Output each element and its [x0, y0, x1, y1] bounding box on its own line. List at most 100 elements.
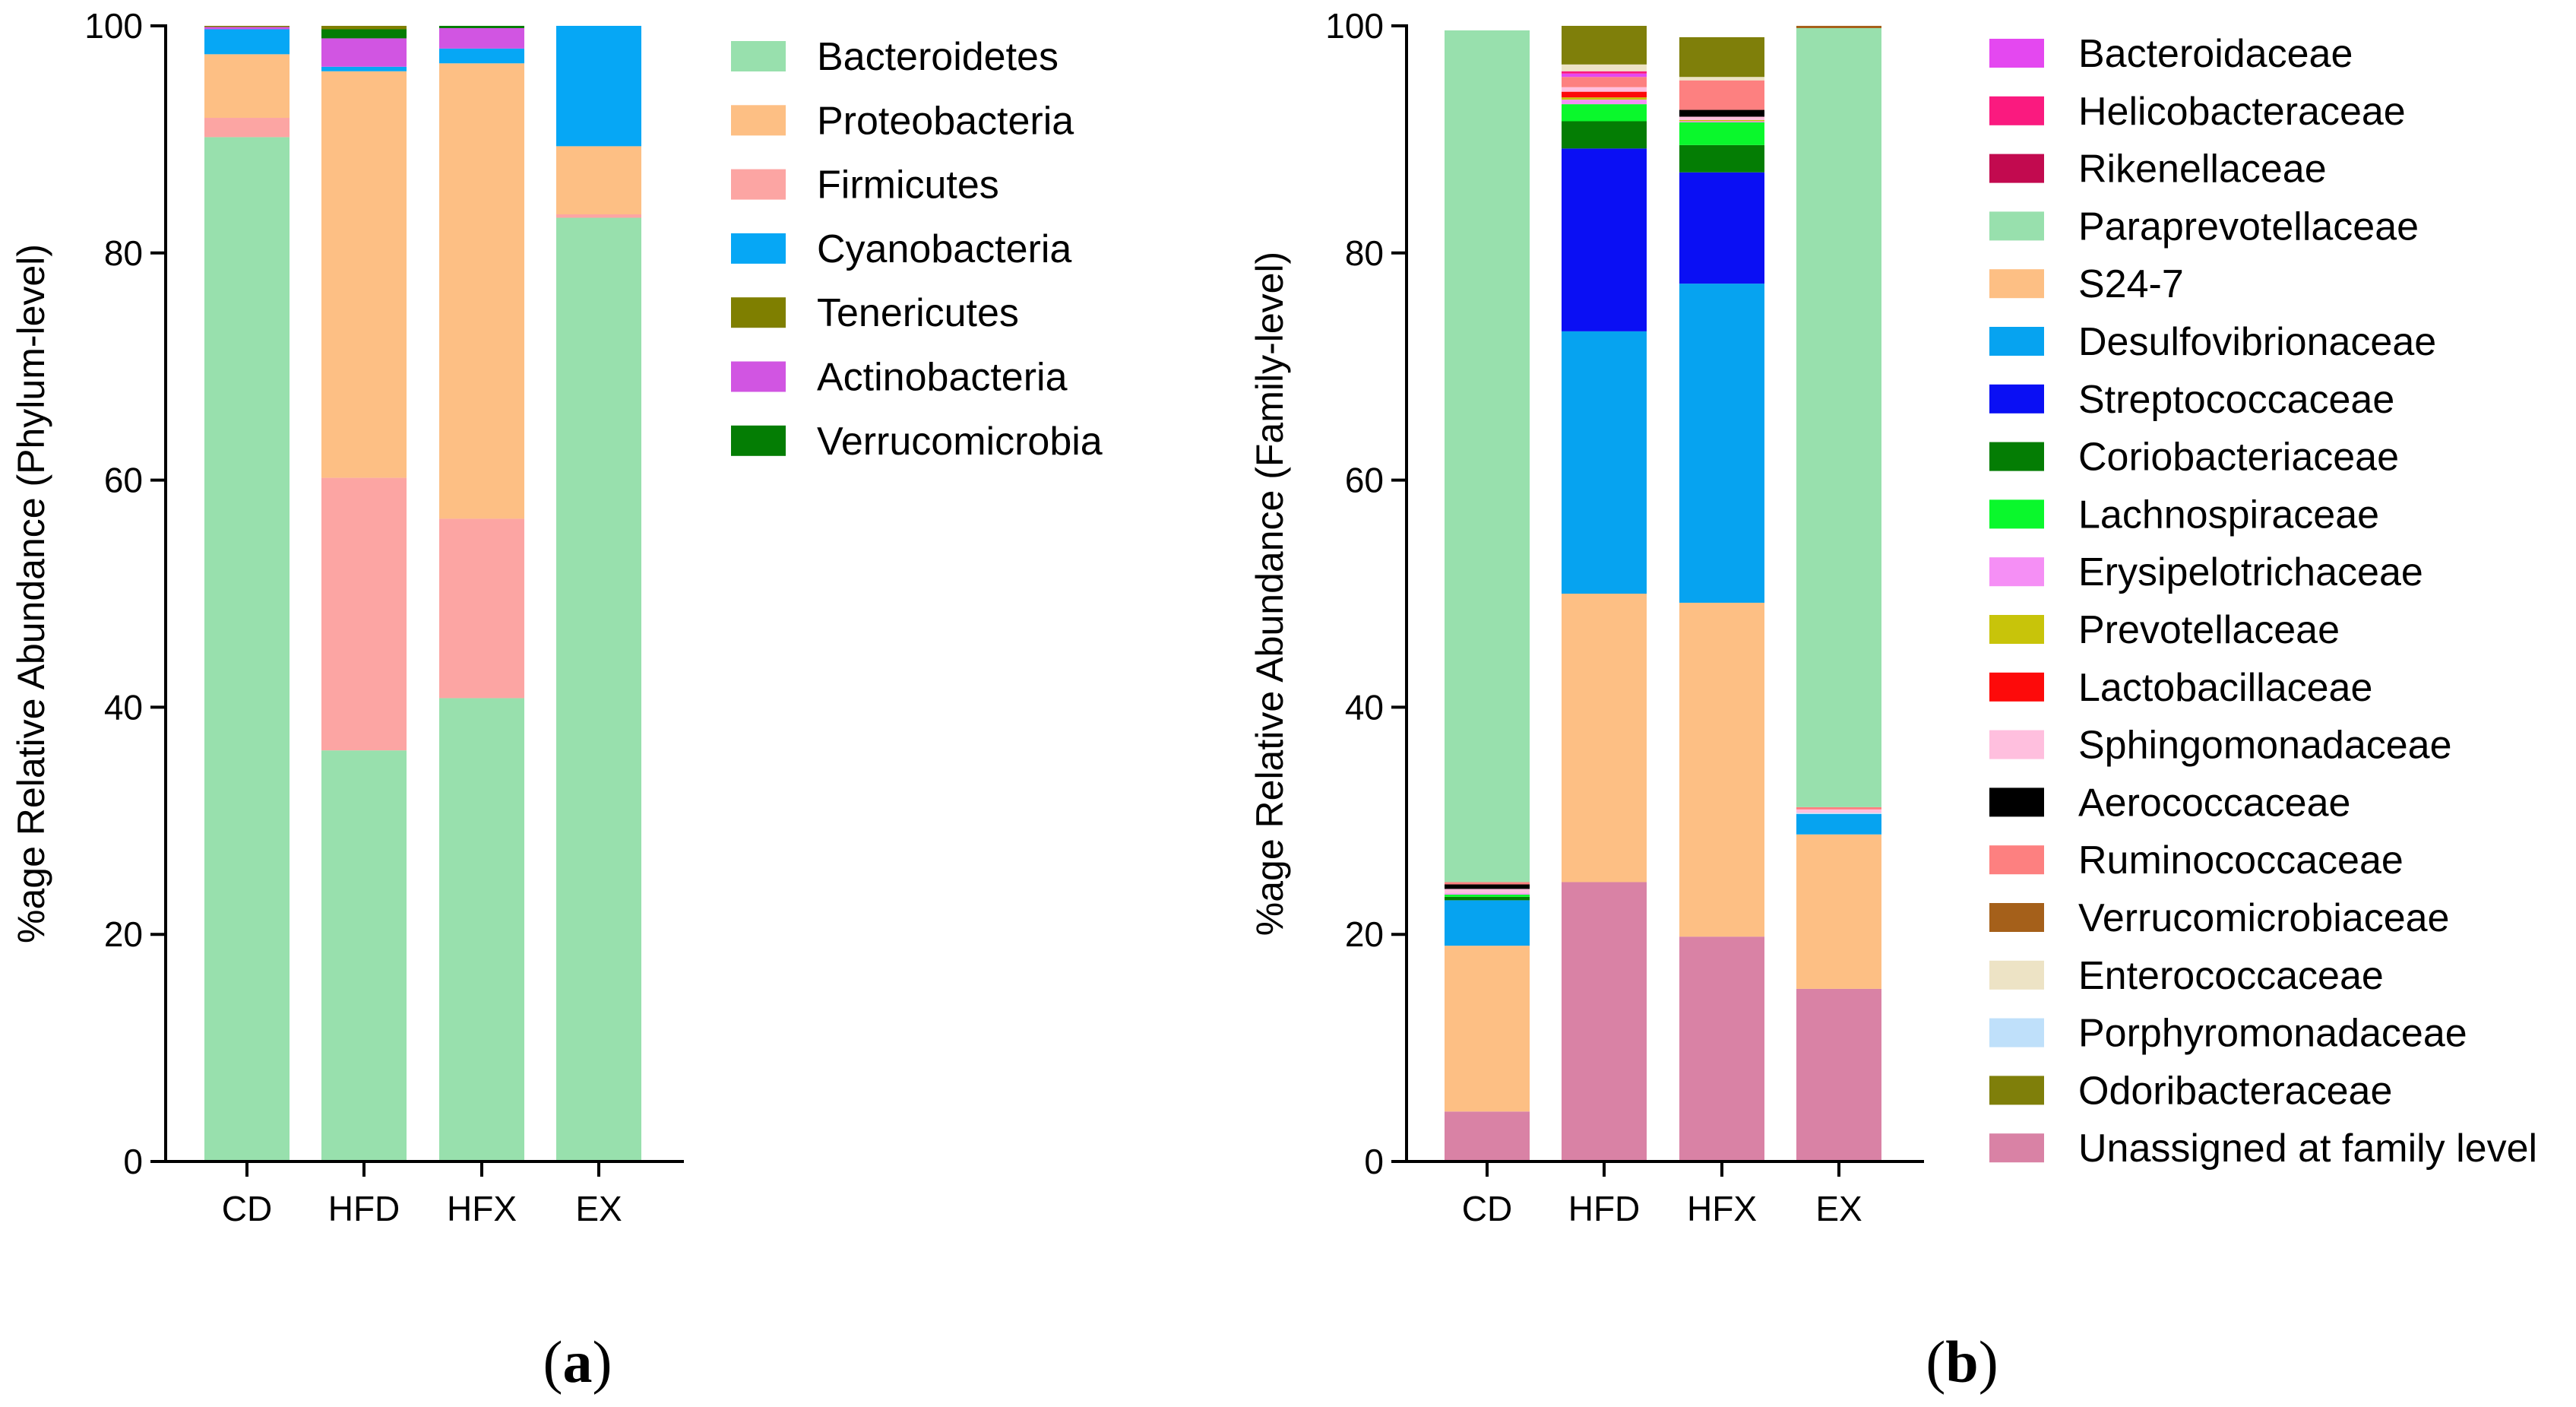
legend-swatch-rikenellaceae	[1989, 154, 2044, 183]
bar-hfx-erysipelotrichaceae	[1679, 121, 1764, 122]
bar-hfd-proteobacteria	[321, 71, 407, 478]
family-chart: 0 20 40 60 80 100 CD HFD HFX EX %age Relative Abun…	[1248, 6, 2537, 1395]
legend-label-rikenellaceae: Rikenellaceae	[2078, 147, 2327, 192]
legend-label-ruminococcaceae: Ruminococcaceae	[2078, 838, 2404, 883]
x-tick-label-cd: CD	[1462, 1189, 1512, 1228]
bar-cd-coriobacteriaceae	[1445, 896, 1530, 901]
x-tick-label-cd: CD	[222, 1189, 272, 1228]
bar-cd-lachnospiraceae	[1445, 894, 1530, 897]
bar-ex-cyanobacteria	[556, 26, 641, 147]
bar-ex-sphingomonadaceae	[1796, 809, 1881, 813]
legend-swatch-desulfovibrionaceae	[1989, 327, 2044, 356]
x-tick-label-hfx: HFX	[447, 1189, 517, 1228]
x-tick-label-hfd: HFD	[1568, 1189, 1641, 1228]
bar-hfd-s24-7	[1562, 594, 1647, 883]
bar-hfx-ruminococcaceae	[1679, 80, 1764, 110]
legend-label-paraprevotellaceae: Paraprevotellaceae	[2078, 204, 2419, 249]
bar-hfx-sphingomonadaceae	[1679, 116, 1764, 121]
bar-hfd-sphingomonadaceae	[1562, 87, 1647, 92]
legend-label-erysipelotrichaceae: Erysipelotrichaceae	[2078, 550, 2423, 594]
bar-hfx-verrucomicrobia	[439, 26, 524, 28]
legend-label-coriobacteriaceae: Coriobacteriaceae	[2078, 436, 2399, 480]
bar-hfx-streptococcaceae	[1679, 172, 1764, 284]
bar-hfd-bacteroidaceae	[1562, 73, 1647, 78]
legend-swatch-lactobacillaceae	[1989, 672, 2044, 702]
bar-hfd-erysipelotrichaceae	[1562, 100, 1647, 105]
y-tick-label: 100	[84, 6, 143, 46]
legend-label-porphyromonadaceae: Porphyromonadaceae	[2078, 1012, 2467, 1056]
legend-label-firmicutes: Firmicutes	[817, 163, 999, 208]
x-tick-label-hfx: HFX	[1687, 1189, 1757, 1228]
y-tick-label: 20	[104, 914, 143, 954]
bar-hfd-odoribacteraceae	[1562, 26, 1647, 65]
legend-swatch-coriobacteriaceae	[1989, 442, 2044, 471]
bar-cd-firmicutes	[204, 118, 290, 138]
y-axis-title: %age Relative Abundance (Family-level)	[1248, 252, 1291, 936]
y-tick-label: 60	[104, 461, 143, 500]
bar-hfx-coriobacteriaceae	[1679, 144, 1764, 173]
y-axis-title: %age Relative Abundance (Phylum-level)	[10, 244, 52, 943]
legend-swatch-odoribacteraceae	[1989, 1076, 2044, 1105]
legend-label-aerococcaceae: Aerococcaceae	[2078, 781, 2350, 825]
x-tick-label-ex: EX	[1815, 1189, 1862, 1228]
bar-hfx-firmicutes	[439, 518, 524, 699]
bar-cd-paraprevotellaceae	[1445, 30, 1530, 883]
legend-label-odoribacteraceae: Odoribacteraceae	[2078, 1069, 2392, 1113]
legend-label-s24-7: S24-7	[2078, 262, 2184, 306]
y-tick-label: 20	[1345, 914, 1384, 954]
legend-swatch-bacteroidaceae	[1989, 39, 2044, 68]
bar-hfx-actinobacteria	[439, 27, 524, 49]
legend-label-lactobacillaceae: Lactobacillaceae	[2078, 666, 2372, 710]
bar-hfx-desulfovibrionaceae	[1679, 284, 1764, 603]
legend-swatch-verrucomicrobiaceae	[1989, 903, 2044, 932]
legend-label-actinobacteria: Actinobacteria	[817, 356, 1068, 400]
y-tick-label: 40	[1345, 687, 1384, 727]
legend-label-proteobacteria: Proteobacteria	[817, 99, 1074, 143]
legend-swatch-porphyromonadaceae	[1989, 1018, 2044, 1047]
bar-hfd-lachnospiraceae	[1562, 104, 1647, 122]
legend-swatch-prevotellaceae	[1989, 615, 2044, 644]
y-tick-label: 80	[1345, 233, 1384, 273]
y-tick-label: 60	[1345, 461, 1384, 500]
y-tick-label: 0	[123, 1142, 143, 1181]
legend-label-streptococcaceae: Streptococcaceae	[2078, 378, 2394, 422]
legend-swatch-streptococcaceae	[1989, 384, 2044, 414]
bar-hfx-lachnospiraceae	[1679, 122, 1764, 145]
bar-ex-verrucomicrobiaceae	[1796, 26, 1881, 28]
legend-swatch-lachnospiraceae	[1989, 499, 2044, 529]
legend-swatch-verrucomicrobia	[731, 425, 786, 456]
panel-label-close-paren: )	[593, 1329, 612, 1395]
bar-hfd-streptococcaceae	[1562, 148, 1647, 331]
y-tick-label: 0	[1364, 1142, 1384, 1181]
legend-label-desulfovibrionaceae: Desulfovibrionaceae	[2078, 320, 2436, 364]
legend-label-verrucomicrobiaceae: Verrucomicrobiaceae	[2078, 896, 2449, 940]
bar-cd-desulfovibrionaceae	[1445, 900, 1530, 946]
bar-ex-bacteroidetes	[556, 217, 641, 1162]
bar-hfx-bacteroidetes	[439, 698, 524, 1161]
bar-cd-proteobacteria	[204, 54, 290, 119]
legend-swatch-proteobacteria	[731, 105, 786, 136]
bar-ex-desulfovibrionaceae	[1796, 813, 1881, 835]
bar-hfd-verrucomicrobia	[321, 29, 407, 39]
legend-label-bacteroidetes: Bacteroidetes	[817, 35, 1059, 79]
bar-cd-sphingomonadaceae	[1445, 889, 1530, 894]
legend-swatch-erysipelotrichaceae	[1989, 557, 2044, 587]
legend-swatch-enterococcaceae	[1989, 960, 2044, 990]
panel-label-open-paren: (	[543, 1329, 563, 1395]
legend: Bacteroidaceae Helicobacteraceae Rikenella…	[1989, 32, 2537, 1171]
bar-ex-proteobacteria	[556, 146, 641, 215]
x-tick-label-ex: EX	[575, 1189, 622, 1228]
legend-label-prevotellaceae: Prevotellaceae	[2078, 608, 2340, 652]
panel-label: (b)	[1926, 1329, 1998, 1395]
panel-label-letter: a	[563, 1329, 593, 1395]
bar-hfd-enterococcaceae	[1562, 64, 1647, 71]
y-tick-label: 100	[1325, 6, 1384, 46]
legend-swatch-cyanobacteria	[731, 233, 786, 264]
legend-label-cyanobacteria: Cyanobacteria	[817, 227, 1071, 271]
legend-label-helicobacteraceae: Helicobacteraceae	[2078, 90, 2406, 134]
bar-cd-actinobacteria	[204, 27, 290, 30]
legend-swatch-s24-7	[1989, 269, 2044, 299]
bar-ex-paraprevotellaceae	[1796, 27, 1881, 807]
bar-cd-s24-7	[1445, 946, 1530, 1112]
